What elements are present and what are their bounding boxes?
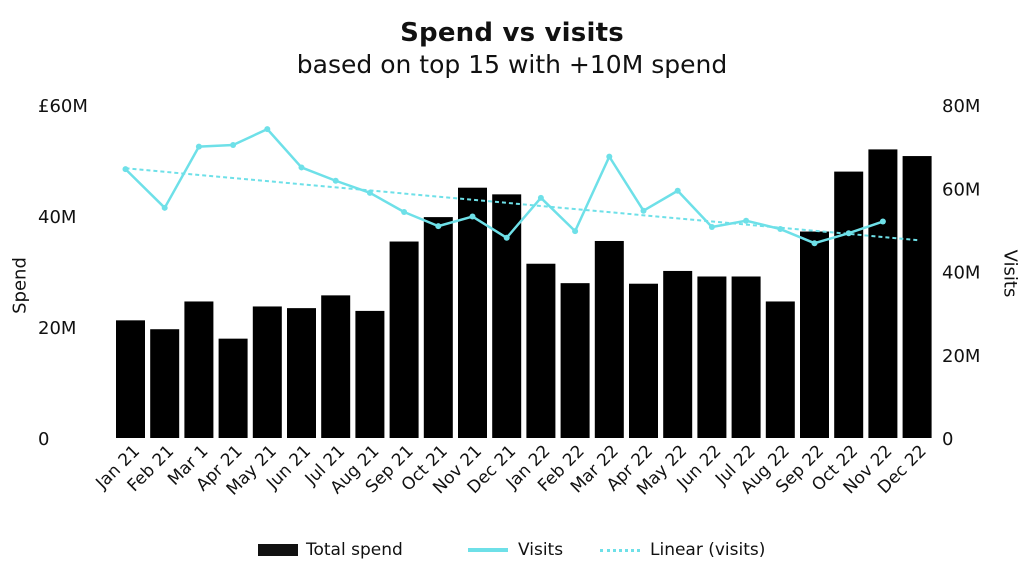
visits-trendline xyxy=(125,167,920,242)
spend-bar xyxy=(287,308,316,438)
spend-bar xyxy=(629,283,658,438)
visits-point xyxy=(161,204,168,211)
spend-bar xyxy=(321,295,351,438)
spend-bar xyxy=(458,187,487,438)
visits-point xyxy=(640,207,647,214)
left-axis-ticks: 0 20M 40M £60M xyxy=(38,96,88,450)
chart-title: Spend vs visits xyxy=(400,18,624,48)
visits-point xyxy=(195,143,202,150)
legend-item-visits: Visits xyxy=(468,540,563,560)
spend-bar xyxy=(800,231,829,438)
left-tick-label: 20M xyxy=(38,318,76,339)
legend: Total spend Visits Linear (visits) xyxy=(0,540,1024,564)
spend-bar xyxy=(252,306,282,438)
right-tick-label: 40M xyxy=(942,263,980,284)
legend-swatch-line xyxy=(468,548,508,552)
spend-bar xyxy=(902,156,932,438)
visits-point xyxy=(264,126,271,133)
spend-bar xyxy=(423,217,453,438)
spend-bar xyxy=(389,241,419,438)
chart-subtitle: based on top 15 with +10M spend xyxy=(296,50,728,79)
spend-bar xyxy=(731,276,761,438)
spend-bars xyxy=(116,149,932,438)
visits-point xyxy=(503,234,510,241)
visits-point xyxy=(435,223,442,230)
right-tick-label: 0 xyxy=(942,429,953,450)
legend-item-total-spend: Total spend xyxy=(258,540,403,560)
visits-point xyxy=(537,194,544,201)
visits-line xyxy=(122,126,886,247)
right-axis-ticks: 0 20M 40M 60M 80M xyxy=(942,96,980,450)
spend-bar xyxy=(355,310,385,438)
visits-point xyxy=(811,240,818,247)
visits-point xyxy=(122,166,129,173)
spend-bar xyxy=(868,149,898,438)
left-tick-label: 0 xyxy=(38,429,49,450)
visits-point xyxy=(332,177,339,184)
visits-point xyxy=(708,223,715,230)
legend-label-linear-visits: Linear (visits) xyxy=(650,540,766,560)
visits-point xyxy=(606,153,613,160)
visits-point xyxy=(298,164,305,171)
visits-point xyxy=(674,187,681,194)
visits-point xyxy=(777,226,784,233)
spend-bar xyxy=(184,301,214,438)
spend-bar xyxy=(594,240,624,438)
spend-bar xyxy=(150,329,180,438)
spend-bar xyxy=(116,320,145,438)
legend-label-visits: Visits xyxy=(518,540,564,560)
spend-bar xyxy=(834,171,864,438)
spend-bar xyxy=(218,338,248,438)
spend-bar xyxy=(697,276,727,438)
spend-bar xyxy=(560,283,590,438)
left-tick-label: 40M xyxy=(38,207,76,228)
visits-point xyxy=(572,228,579,235)
visits-point xyxy=(879,218,886,225)
visits-point xyxy=(401,208,408,215)
legend-label-total-spend: Total spend xyxy=(306,540,403,560)
visits-point xyxy=(366,189,373,196)
right-tick-label: 80M xyxy=(942,96,980,117)
legend-swatch-bar xyxy=(258,544,298,556)
trendline xyxy=(125,167,920,242)
legend-item-linear-visits: Linear (visits) xyxy=(600,540,765,560)
visits-point xyxy=(469,213,476,220)
right-tick-label: 20M xyxy=(942,346,980,367)
visits-point xyxy=(230,141,237,148)
right-tick-label: 60M xyxy=(942,179,980,200)
visits-point xyxy=(845,230,852,237)
visits-point xyxy=(743,217,750,224)
spend-bar xyxy=(663,270,693,438)
spend-bar xyxy=(526,263,556,438)
spend-bar xyxy=(765,301,795,438)
legend-swatch-dashed xyxy=(600,548,640,552)
left-tick-label: £60M xyxy=(38,96,88,117)
